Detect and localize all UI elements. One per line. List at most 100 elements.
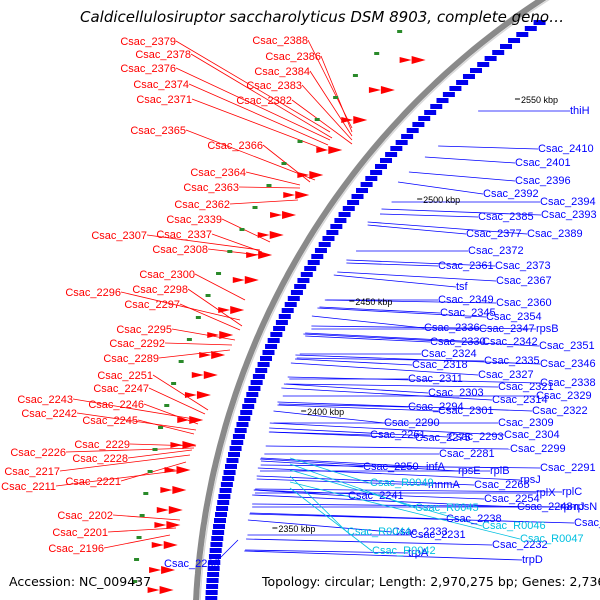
- forward-gene-arrow: [211, 351, 226, 359]
- leader-line: [253, 489, 485, 500]
- cds-tick: [152, 448, 158, 451]
- gene-label: rpmJ: [560, 501, 584, 513]
- reverse-strand-feature: [412, 122, 425, 127]
- reverse-strand-feature: [516, 32, 529, 37]
- forward-gene-arrow: [328, 146, 343, 154]
- leader-line: [277, 401, 533, 412]
- leader-line: [137, 419, 195, 435]
- gene-label: Csac_2327: [478, 369, 534, 381]
- gene-label: Csac_2248: [517, 501, 573, 513]
- leader-line: [191, 98, 327, 151]
- reverse-strand-feature: [330, 224, 343, 229]
- leader-line: [194, 273, 246, 301]
- gene-label: Csac_2345: [440, 307, 496, 319]
- backbone-ring-highlight: [199, 0, 550, 600]
- scale-label: 2550 kbp: [521, 95, 558, 105]
- cds-tick: [314, 118, 320, 121]
- leader-line: [217, 539, 239, 561]
- reverse-strand-feature: [250, 380, 263, 385]
- reverse-strand-feature: [244, 398, 257, 403]
- gene-label: Csac_2292: [109, 338, 165, 350]
- gene-label: Csac_2261: [370, 429, 426, 441]
- reverse-strand-feature: [500, 44, 513, 49]
- forward-gene-arrow: [199, 352, 212, 358]
- reverse-strand-feature: [401, 134, 414, 139]
- gene-label: Csac_2297: [124, 299, 180, 311]
- leader-line: [277, 404, 439, 412]
- reverse-strand-feature: [236, 422, 249, 427]
- reverse-strand-feature: [294, 284, 307, 289]
- leader-line: [146, 234, 261, 251]
- cds-tick: [239, 228, 245, 231]
- reverse-strand-feature: [216, 506, 229, 511]
- reverse-strand-feature: [260, 356, 273, 361]
- gene-label: Csac_2318: [412, 359, 468, 371]
- reverse-strand-feature: [222, 476, 235, 481]
- genome-title: Caldicellulosiruptor saccharolyticus DSM…: [80, 8, 565, 26]
- gene-label: Csac_2232: [492, 539, 548, 551]
- leader-line: [309, 70, 353, 137]
- gene-label: Csac_2384: [254, 66, 310, 78]
- reverse-strand-feature: [240, 410, 253, 415]
- forward-gene-arrow: [411, 56, 426, 64]
- reverse-strand-feature: [338, 212, 351, 217]
- gene-label: Csac_2410: [538, 143, 594, 155]
- gene-label: Csac_2377: [466, 228, 522, 240]
- gene-label: Csac_2360: [496, 297, 552, 309]
- gene-label: Csac_2365: [130, 125, 186, 137]
- scale-label: 2350 kbp: [278, 524, 315, 534]
- forward-gene-arrow: [164, 467, 177, 473]
- gene-label: rplC: [562, 486, 582, 498]
- reverse-strand-feature: [406, 128, 419, 133]
- reverse-strand-feature: [360, 182, 373, 187]
- reverse-strand-feature: [342, 206, 355, 211]
- gene-labels: 2550 kbp 2500 kbp 2450 kbp 2400 kbp 2350 kbp…: [1, 35, 600, 570]
- leader-line: [120, 291, 241, 321]
- gene-label: Csac_2243: [17, 394, 73, 406]
- gene-label: Csac_2337: [156, 229, 212, 241]
- reverse-strand-feature: [228, 452, 241, 457]
- leader-line: [112, 514, 181, 521]
- reverse-strand-feature: [231, 440, 244, 445]
- cds-tick: [216, 272, 222, 275]
- leader-line: [281, 387, 493, 401]
- gene-label: Csac_2394: [540, 196, 596, 208]
- gene-label: Csac_2296: [65, 287, 121, 299]
- gene-label: Csac_2209: [164, 558, 220, 570]
- cds-tick: [227, 250, 233, 253]
- leader-line: [143, 403, 199, 425]
- leader-line: [252, 494, 518, 508]
- reverse-strand-feature: [390, 146, 403, 151]
- leader-line: [190, 53, 333, 139]
- cds-tick: [158, 426, 164, 429]
- cds-tick: [397, 30, 403, 33]
- gene-label: Csac_2396: [515, 175, 571, 187]
- forward-gene-arrow: [219, 331, 234, 339]
- reverse-strand-feature: [281, 308, 294, 313]
- gene-label: Csac_2201: [52, 527, 108, 539]
- gene-label: tsf: [456, 281, 469, 293]
- gene-label: Csac_2233: [392, 526, 448, 538]
- backbone-ring: [193, 0, 550, 600]
- gene-label: Csac_2303: [428, 387, 484, 399]
- leader-line: [256, 475, 475, 486]
- reverse-strand-feature: [212, 530, 225, 535]
- forward-gene-arrow: [177, 417, 190, 423]
- gene-label: Csac_2322: [532, 405, 588, 417]
- forward-gene-arrow: [399, 57, 412, 63]
- leader-line: [120, 461, 187, 482]
- reverse-strand-feature: [322, 236, 335, 241]
- reverse-strand-feature: [275, 320, 288, 325]
- gene-label: Csac_2392: [483, 188, 539, 200]
- leader-line: [278, 403, 409, 408]
- reverse-strand-feature: [492, 50, 505, 55]
- forward-gene-arrow: [283, 192, 296, 198]
- reverse-strand-feature: [217, 500, 230, 505]
- leader-line: [397, 181, 484, 195]
- gene-label: Csac_2308: [152, 244, 208, 256]
- leader-line: [305, 335, 431, 343]
- leader-line: [59, 454, 191, 472]
- gene-label: Csac_2291: [540, 462, 596, 474]
- gene-label: Csac_2265: [474, 479, 530, 491]
